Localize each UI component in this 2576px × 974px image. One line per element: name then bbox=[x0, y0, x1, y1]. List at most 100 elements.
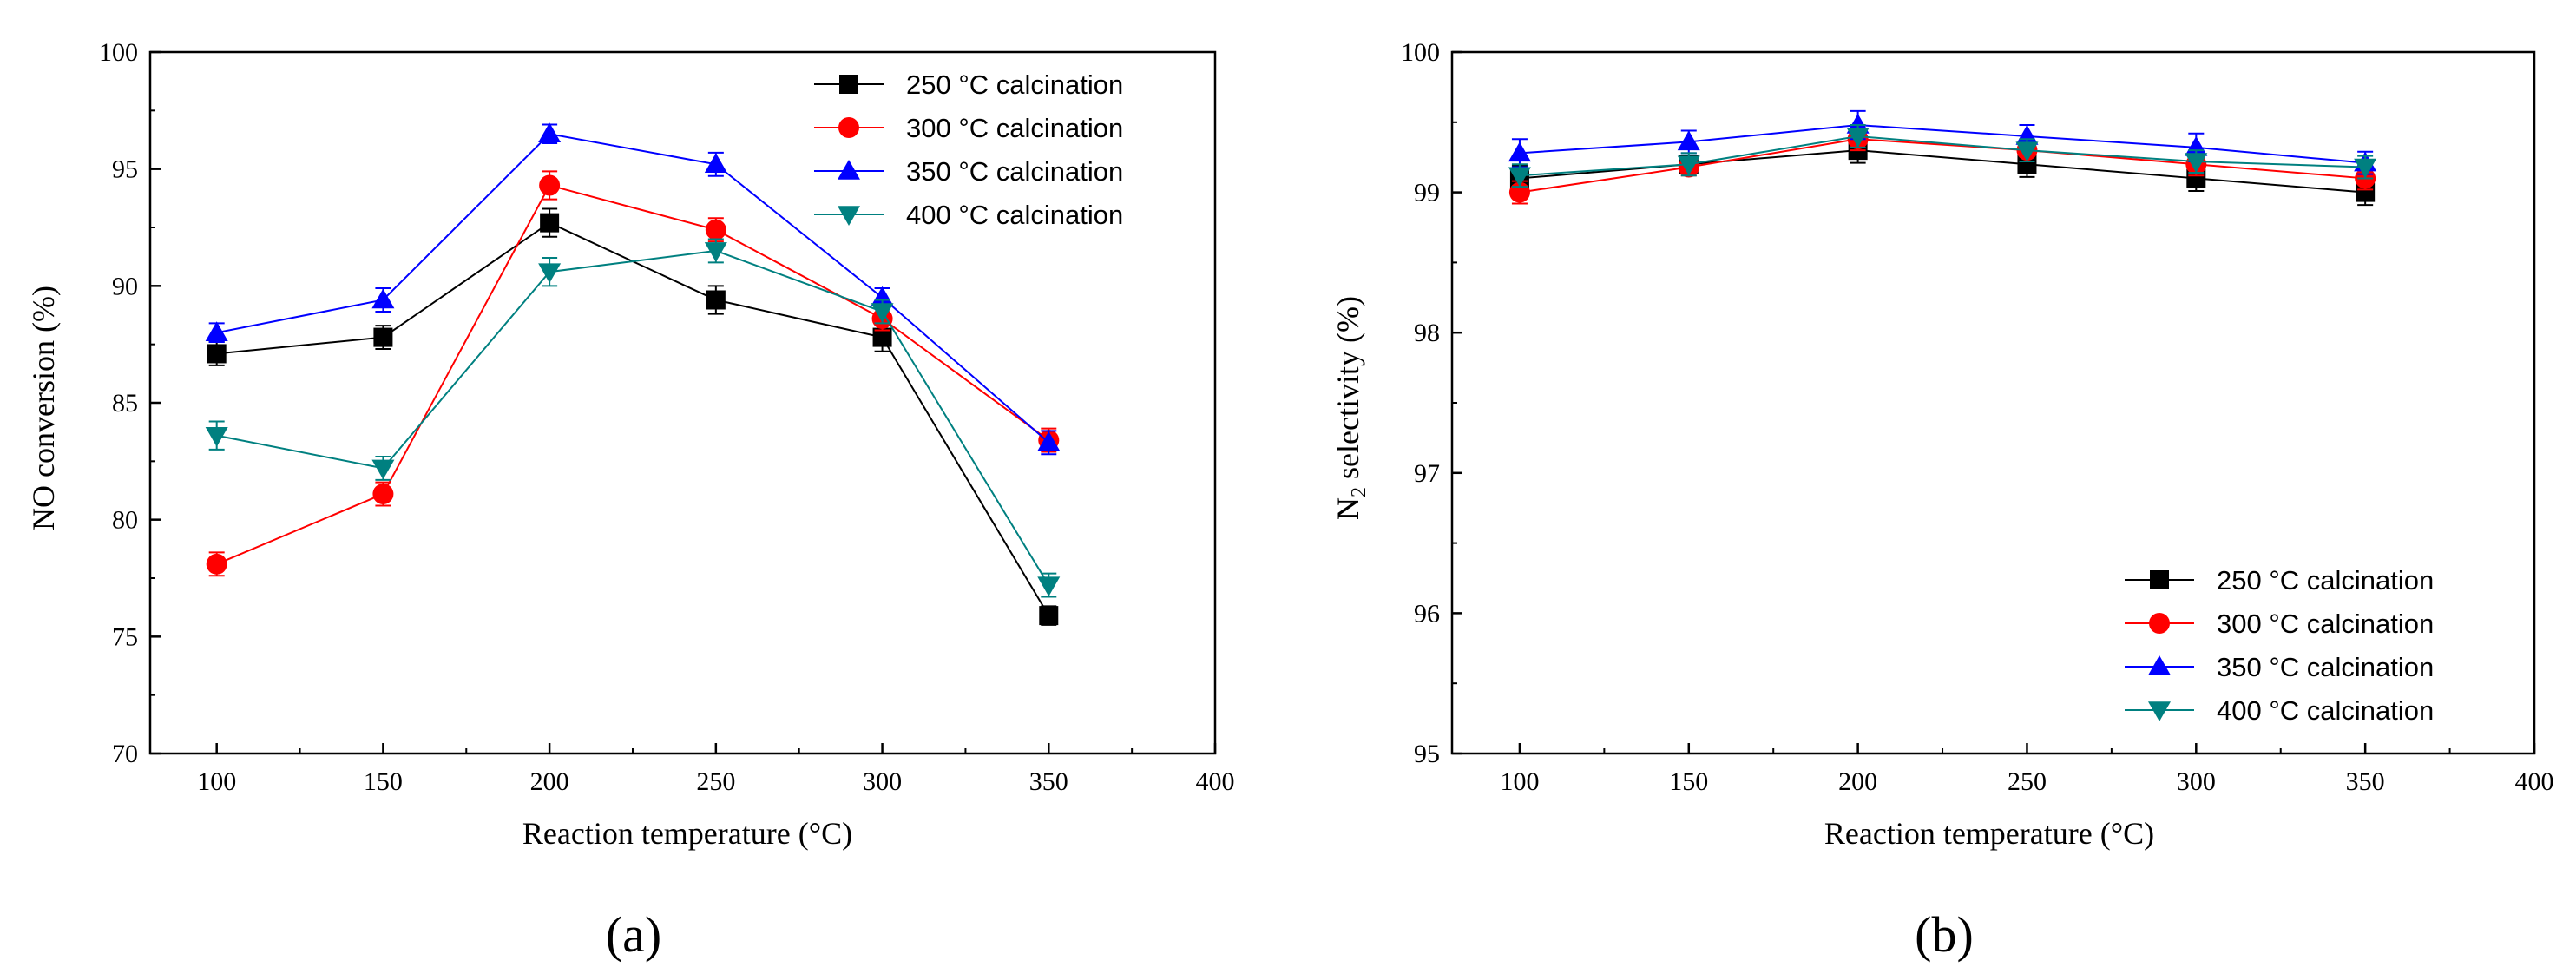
y-tick-label-b-95: 95 bbox=[1414, 740, 1440, 768]
data-point-b-400-250 bbox=[2015, 141, 2039, 162]
legend-marker-a-350 bbox=[838, 160, 860, 180]
legend-label-a-300: 300 °C calcination bbox=[906, 113, 1123, 143]
data-point-a-400-100 bbox=[205, 426, 228, 447]
series-line-b-350 bbox=[1519, 124, 2366, 164]
y-tick-label-a-85: 85 bbox=[112, 389, 138, 418]
data-point-a-350-350 bbox=[1037, 431, 1061, 451]
data-point-a-250-200 bbox=[540, 213, 560, 233]
x-tick-label-a-300: 300 bbox=[863, 767, 902, 796]
legend-label-b-250: 250 °C calcination bbox=[2217, 565, 2434, 596]
series-line-a-300 bbox=[216, 184, 1049, 565]
x-tick-label-a-150: 150 bbox=[364, 767, 403, 796]
x-tick-label-b-250: 250 bbox=[2008, 767, 2047, 796]
chart-panel-b: N2 selectivity (%) Reaction temperature … bbox=[1331, 38, 2554, 963]
series-line-b-250 bbox=[1519, 149, 2366, 194]
x-tick-label-b-150: 150 bbox=[1669, 767, 1708, 796]
x-tick-label-a-200: 200 bbox=[530, 767, 569, 796]
x-tick-label-a-100: 100 bbox=[197, 767, 236, 796]
series-a-400 bbox=[205, 238, 1061, 598]
y-tick-label-b-97: 97 bbox=[1414, 459, 1440, 488]
data-point-b-350-150 bbox=[1677, 130, 1700, 151]
data-point-a-300-100 bbox=[206, 553, 227, 575]
x-tick-label-b-100: 100 bbox=[1500, 767, 1539, 796]
data-point-a-250-100 bbox=[207, 344, 227, 364]
data-point-a-300-250 bbox=[705, 219, 726, 240]
data-point-a-250-250 bbox=[706, 290, 726, 310]
legend-marker-b-400 bbox=[2148, 701, 2171, 721]
y-axis-title-b: N2 selectivity (%) bbox=[1331, 296, 1370, 520]
series-a-350 bbox=[205, 122, 1061, 456]
series-line-a-350 bbox=[216, 133, 1049, 444]
legend-label-b-350: 350 °C calcination bbox=[2217, 652, 2434, 682]
y-tick-label-b-99: 99 bbox=[1414, 179, 1440, 207]
x-axis-title-b: Reaction temperature (°C) bbox=[1824, 816, 2154, 851]
data-point-a-350-150 bbox=[371, 288, 395, 309]
series-line-a-400 bbox=[216, 249, 1050, 586]
series-a-300 bbox=[206, 170, 1060, 577]
data-point-b-400-150 bbox=[1677, 155, 1700, 176]
legend-marker-b-300 bbox=[2149, 613, 2170, 634]
series-a-250 bbox=[207, 207, 1059, 626]
x-axis-title-a: Reaction temperature (°C) bbox=[522, 816, 852, 851]
legend-marker-a-250 bbox=[839, 75, 858, 94]
y-tick-label-a-100: 100 bbox=[99, 38, 138, 67]
y-tick-label-a-90: 90 bbox=[112, 272, 138, 300]
y-axis-title-b-rest: selectivity (%) bbox=[1331, 296, 1365, 487]
legend-marker-a-400 bbox=[838, 206, 860, 226]
y-tick-label-a-75: 75 bbox=[112, 622, 138, 651]
data-point-b-400-300 bbox=[2185, 153, 2208, 174]
legend-a: 250 °C calcination 300 °C calcination 350 … bbox=[814, 69, 1123, 230]
series-b-400 bbox=[1508, 124, 2377, 188]
series-line-b-300 bbox=[1519, 138, 2366, 194]
y-tick-label-a-70: 70 bbox=[112, 740, 138, 768]
x-tick-label-a-250: 250 bbox=[696, 767, 735, 796]
legend-marker-a-300 bbox=[838, 117, 859, 138]
legend-label-b-300: 300 °C calcination bbox=[2217, 609, 2434, 639]
x-tick-label-b-200: 200 bbox=[1838, 767, 1877, 796]
y-tick-label-a-95: 95 bbox=[112, 155, 138, 184]
legend-label-a-250: 250 °C calcination bbox=[906, 69, 1123, 100]
data-point-a-400-350 bbox=[1037, 576, 1061, 597]
data-point-a-350-250 bbox=[704, 153, 727, 174]
data-point-a-350-100 bbox=[205, 321, 228, 341]
data-point-a-400-150 bbox=[371, 459, 395, 480]
plot-frame-b bbox=[1450, 50, 2536, 755]
data-point-a-400-250 bbox=[704, 242, 727, 262]
legend-marker-b-250 bbox=[2150, 570, 2169, 589]
legend-marker-b-350 bbox=[2148, 655, 2171, 675]
y-axis-title-b-main: N bbox=[1331, 497, 1365, 520]
data-point-a-400-200 bbox=[538, 263, 562, 284]
y-tick-label-b-96: 96 bbox=[1414, 599, 1440, 628]
series-b-250 bbox=[1509, 136, 2376, 207]
data-point-a-300-150 bbox=[372, 484, 394, 505]
y-tick-label-b-100: 100 bbox=[1401, 38, 1440, 67]
legend-b: 250 °C calcination 300 °C calcination 350 … bbox=[2125, 565, 2434, 726]
series-line-a-250 bbox=[216, 221, 1050, 616]
x-tick-label-a-400: 400 bbox=[1196, 767, 1235, 796]
chart-panel-a: NO conversion (%) Reaction temperature (… bbox=[26, 38, 1235, 963]
y-axis-title-a: NO conversion (%) bbox=[26, 286, 61, 530]
data-point-a-250-350 bbox=[1039, 606, 1059, 626]
data-point-a-400-300 bbox=[871, 303, 894, 323]
data-point-a-250-300 bbox=[872, 327, 892, 347]
data-point-a-350-200 bbox=[538, 122, 562, 143]
x-tick-label-a-350: 350 bbox=[1029, 767, 1068, 796]
y-tick-label-b-98: 98 bbox=[1414, 319, 1440, 347]
panel-label-b: (b) bbox=[1915, 906, 1974, 963]
data-point-a-350-300 bbox=[871, 286, 894, 306]
x-tick-label-b-400: 400 bbox=[2515, 767, 2554, 796]
y-tick-label-a-80: 80 bbox=[112, 506, 138, 535]
legend-label-b-400: 400 °C calcination bbox=[2217, 695, 2434, 726]
series-line-b-400 bbox=[1519, 135, 2366, 177]
x-tick-label-b-300: 300 bbox=[2177, 767, 2216, 796]
legend-label-a-400: 400 °C calcination bbox=[906, 200, 1123, 230]
data-point-b-400-100 bbox=[1508, 167, 1531, 188]
data-point-b-400-200 bbox=[1846, 128, 1870, 148]
data-point-b-400-350 bbox=[2354, 158, 2377, 179]
data-point-a-300-200 bbox=[539, 174, 561, 196]
series-b-300 bbox=[1508, 127, 2376, 205]
x-tick-label-b-350: 350 bbox=[2346, 767, 2385, 796]
legend-label-a-350: 350 °C calcination bbox=[906, 156, 1123, 187]
y-axis-title-b-subscript: 2 bbox=[1348, 487, 1370, 497]
